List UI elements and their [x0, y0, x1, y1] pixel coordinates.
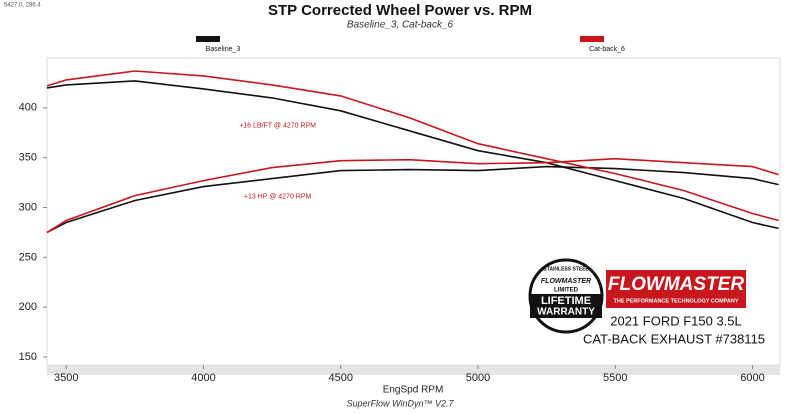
- badge-plate: [530, 294, 602, 318]
- chart-subtitle: Baseline_3, Cat-back_6: [347, 20, 454, 31]
- series-line: [46, 80, 779, 230]
- y-tick-label: 250: [19, 251, 37, 263]
- badge-line1: LIFETIME: [541, 295, 591, 307]
- series-line: [46, 165, 779, 234]
- x-axis-label: EngSpd RPM: [383, 385, 444, 396]
- y-tick-label: 400: [19, 102, 37, 114]
- vehicle-line: CAT-BACK EXHAUST #738115: [583, 331, 765, 346]
- x-tick-label: 6000: [740, 372, 764, 384]
- x-tick-label: 5500: [603, 372, 627, 384]
- x-axis-band: [47, 365, 780, 375]
- badge-brand: FLOWMASTER: [541, 278, 591, 285]
- logo-box: [606, 270, 746, 308]
- y-tick-label: 350: [19, 152, 37, 164]
- y-tick-label: 150: [19, 351, 37, 363]
- x-tick-label: 3500: [54, 372, 78, 384]
- chart-title: STP Corrected Wheel Power vs. RPM: [268, 2, 532, 19]
- y-tick-label: 300: [19, 201, 37, 213]
- legend-swatch: [580, 36, 604, 42]
- logo-brand: FLOWMASTER: [608, 274, 744, 295]
- series-line: [46, 157, 779, 234]
- vehicle-line: 2021 FORD F150 3.5L: [610, 313, 742, 328]
- badge-middle: LIMITED: [554, 288, 579, 294]
- legend-swatch: [196, 36, 220, 42]
- legend-label: Baseline_3: [206, 46, 241, 53]
- plot-area: [46, 57, 781, 366]
- y-tick-label: 200: [19, 301, 37, 313]
- x-tick-label: 4500: [329, 372, 353, 384]
- badge: STAINLESS STEEL FLOWMASTER LIMITED LIFET…: [528, 258, 604, 334]
- badge-top: STAINLESS STEEL: [543, 266, 588, 272]
- series-line: [46, 70, 779, 222]
- footer: SuperFlow WinDyn™ V2.7: [347, 398, 455, 408]
- annotation: +13 HP @ 4270 RPM: [244, 193, 312, 200]
- logo-tagline: THE PERFORMANCE TECHNOLOGY COMPANY: [613, 298, 738, 304]
- x-tick-label: 4000: [191, 372, 215, 384]
- x-tick-label: 5000: [466, 372, 490, 384]
- readout: 5427.0, 286.4: [4, 3, 41, 9]
- badge-line2: WARRANTY: [537, 307, 595, 318]
- legend-label: Cat-back_6: [589, 46, 625, 53]
- annotation: +16 LB/FT @ 4270 RPM: [239, 123, 316, 130]
- logo: FLOWMASTER THE PERFORMANCE TECHNOLOGY CO…: [606, 270, 746, 308]
